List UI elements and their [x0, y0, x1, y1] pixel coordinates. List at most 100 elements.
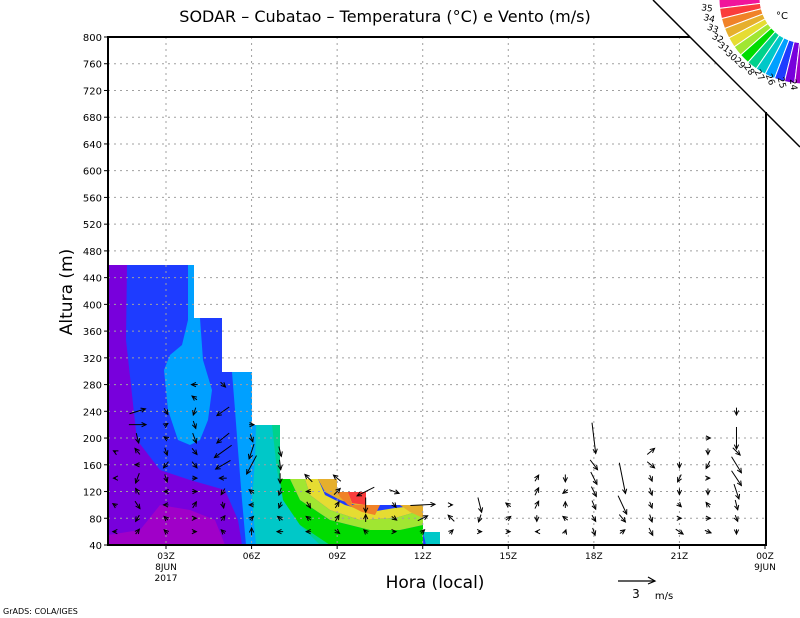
wind-arrow [111, 503, 118, 509]
wind-arrow [192, 432, 198, 445]
wind-arrow [505, 529, 512, 535]
axis-ticks: 40 80 120 160 200 240 280 320 360 400 440 480 520 560… [83, 33, 776, 584]
y-tick-label: 720 [83, 86, 102, 97]
wind-arrow [135, 433, 141, 445]
colorbar-label: 27 [752, 68, 766, 83]
wind-arrow [334, 514, 340, 522]
x-tick-year: 2017 [155, 574, 178, 584]
reference-value: 3 [632, 587, 640, 601]
wind-arrow [534, 529, 541, 535]
y-tick-label: 80 [89, 514, 102, 525]
x-tick-label: 06Z [243, 552, 261, 562]
wind-arrow [477, 514, 483, 524]
wind-arrow [676, 461, 683, 470]
grid [108, 37, 766, 545]
wind-arrow [410, 501, 437, 508]
wind-arrow [162, 502, 169, 508]
wind-arrow [218, 475, 227, 481]
wind-arrow [277, 459, 283, 471]
contour-32-33 [305, 479, 423, 520]
wind-arrow [306, 501, 312, 509]
wind-arrow [305, 515, 312, 522]
wind-arrow [249, 422, 256, 428]
reference-arrowhead [647, 576, 657, 585]
wind-arrow [276, 515, 283, 522]
x-tick-label: 00Z [756, 552, 774, 562]
wind-arrow [705, 501, 711, 508]
wind-arrow [334, 528, 341, 535]
x-axis-label: Hora (local) [386, 573, 485, 593]
x-tick-label: 03Z [157, 552, 175, 562]
wind-arrow [391, 529, 398, 535]
wind-arrow [214, 460, 231, 470]
colorbar-label: 32 [710, 32, 725, 46]
wind-arrow [534, 486, 540, 496]
wind-arrow [277, 487, 283, 497]
wind-arrow [363, 513, 369, 522]
wind-arrow [648, 501, 653, 510]
wind-arrow [705, 460, 711, 470]
wind-arrow [733, 529, 740, 536]
wind-arrow [591, 422, 598, 455]
wind-arrow [356, 486, 375, 497]
wind-arrow [134, 500, 141, 510]
wind-arrow [391, 515, 398, 521]
wind-arrow [334, 500, 340, 509]
wind-arrow [220, 528, 227, 535]
wind-arrow [648, 514, 654, 524]
wind-arrow [191, 529, 198, 535]
contour-27-28 [164, 265, 212, 445]
y-tick-label: 480 [83, 247, 102, 258]
contour-33-34 [400, 505, 423, 518]
y-tick-label: 160 [83, 461, 102, 472]
wind-arrow [731, 456, 742, 474]
wind-arrow [591, 500, 597, 511]
wind-arrow [163, 407, 169, 416]
y-tick-label: 640 [83, 140, 102, 151]
wind-arrow [648, 527, 654, 537]
wind-arrow [191, 420, 197, 430]
wind-arrow [646, 461, 656, 469]
y-tick-label: 280 [83, 381, 102, 392]
wind-arrow [648, 474, 653, 483]
contour-30-31 [280, 479, 423, 545]
wind-arrow [448, 528, 454, 535]
x-tick-label: 12Z [414, 552, 432, 562]
contour-31-32 [290, 479, 423, 530]
wind-arrow [134, 473, 140, 485]
wind-arrow [618, 462, 628, 495]
wind-arrow [562, 500, 568, 508]
y-axis-label: Altura (m) [57, 249, 77, 335]
wind-arrow [191, 461, 198, 469]
y-tick-label: 760 [83, 60, 102, 71]
wind-arrow [163, 515, 170, 522]
wind-arrow [246, 455, 257, 476]
wind-arrow [277, 473, 283, 485]
wind-arrow [363, 528, 369, 535]
wind-vectors [111, 381, 743, 537]
wind-arrow [676, 515, 683, 521]
wind-arrow [191, 515, 198, 521]
wind-arrow [591, 514, 597, 523]
wind-arrow [504, 502, 512, 508]
x-tick-date: 8JUN [155, 563, 177, 573]
y-tick-label: 520 [83, 220, 102, 231]
wind-arrow [363, 497, 369, 514]
wind-arrow [618, 514, 627, 523]
wind-arrow [248, 515, 255, 522]
wind-arrow [476, 529, 483, 535]
corner-diagonal [652, 0, 800, 148]
wind-arrow [733, 407, 740, 417]
wind-arrow [247, 502, 255, 508]
wind-arrow [248, 488, 255, 495]
wind-arrow [734, 499, 740, 511]
wind-arrow [705, 488, 711, 496]
wind-arrow [705, 448, 711, 456]
wind-arrow [163, 528, 170, 535]
reference-vector: 3 m/s [618, 576, 673, 602]
wind-arrow [562, 474, 568, 483]
reference-unit: m/s [655, 591, 673, 602]
wind-arrow [675, 528, 685, 535]
chart-title: SODAR – Cubatao – Temperatura (°C) e Ven… [179, 7, 590, 26]
wind-arrow [733, 515, 739, 523]
